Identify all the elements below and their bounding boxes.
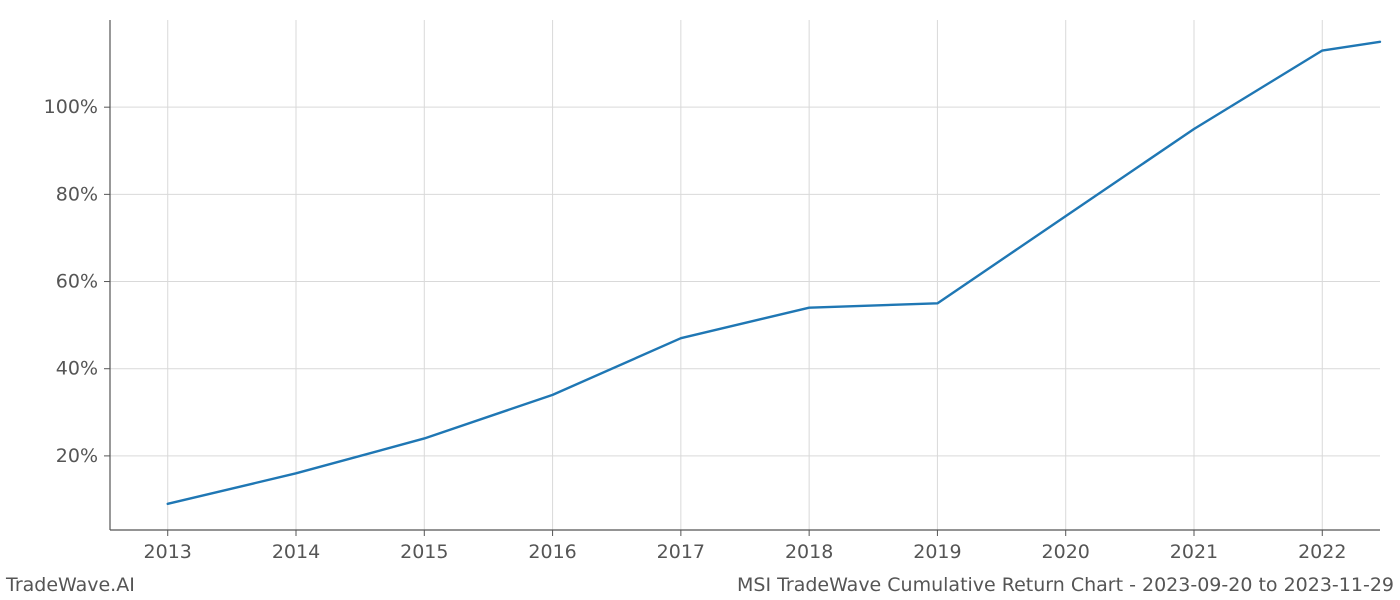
x-tick-label: 2014 (272, 541, 320, 563)
footer-caption-text: MSI TradeWave Cumulative Return Chart - … (737, 574, 1394, 596)
footer-brand-text: TradeWave.AI (6, 574, 135, 596)
x-tick-label: 2022 (1298, 541, 1346, 563)
x-tick-label: 2019 (913, 541, 961, 563)
x-tick-label: 2021 (1170, 541, 1218, 563)
x-tick-label: 2016 (528, 541, 576, 563)
y-tick-label: 20% (56, 445, 98, 467)
x-tick-label: 2017 (657, 541, 705, 563)
x-tick-label: 2013 (144, 541, 192, 563)
x-tick-label: 2015 (400, 541, 448, 563)
x-tick-label: 2018 (785, 541, 833, 563)
y-tick-label: 80% (56, 183, 98, 205)
y-tick-label: 100% (44, 96, 98, 118)
y-tick-label: 40% (56, 358, 98, 380)
chart-container: 2013 2014 2015 2016 2017 2018 2019 2020 2021 2022… (0, 0, 1400, 600)
y-tick-label: 60% (56, 271, 98, 293)
line-chart: 2013 2014 2015 2016 2017 2018 2019 2020 2021 2022… (0, 0, 1400, 600)
x-tick-label: 2020 (1042, 541, 1090, 563)
